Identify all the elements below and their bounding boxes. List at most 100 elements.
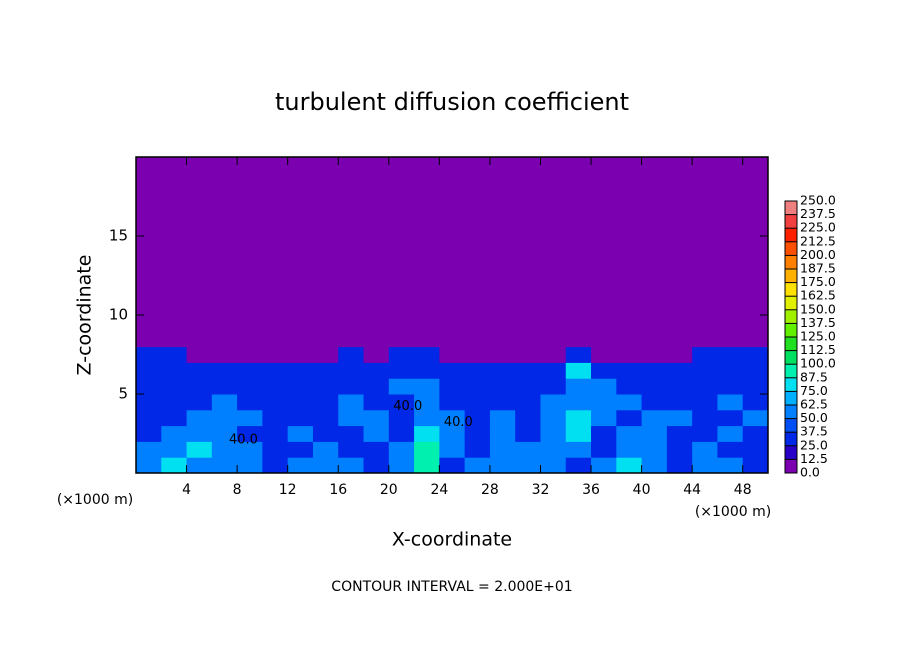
heat-cell: [414, 425, 440, 442]
heat-cell: [388, 157, 415, 316]
heat-cell: [388, 394, 415, 411]
heat-cell: [388, 315, 415, 332]
heat-cell: [287, 346, 314, 363]
heat-cell: [186, 362, 213, 379]
colorbar-label: 212.5: [800, 233, 836, 248]
heat-cell: [616, 394, 643, 411]
heat-cell: [338, 157, 365, 316]
heat-cell: [616, 457, 643, 474]
colorbar-swatch: [785, 309, 797, 324]
heat-cell: [262, 330, 289, 348]
colorbar-label: 250.0: [800, 193, 836, 208]
heat-cell: [287, 425, 314, 442]
heat-cell: [262, 315, 289, 332]
heat-cell: [489, 409, 516, 427]
heat-cell: [287, 315, 314, 332]
heat-cell: [565, 330, 592, 348]
heat-cell: [641, 346, 668, 363]
heat-cell: [742, 425, 769, 442]
heat-cell: [515, 362, 541, 379]
heat-cell: [565, 315, 592, 332]
heat-cell: [540, 378, 567, 395]
y-tick-label: 10: [109, 306, 128, 324]
heat-cell: [262, 394, 289, 411]
x-tick-label: 48: [734, 482, 752, 498]
heat-cell: [591, 330, 617, 348]
heat-cell: [414, 330, 440, 348]
heat-cell: [565, 378, 592, 395]
heat-cell: [616, 362, 643, 379]
heat-cell: [666, 330, 693, 348]
colorbar-label: 75.0: [800, 383, 828, 398]
heat-cell: [692, 409, 718, 427]
heat-cell: [717, 346, 744, 363]
heat-cell: [186, 378, 213, 395]
heat-cell: [211, 425, 238, 442]
colorbar-label: 0.0: [800, 465, 820, 480]
heat-cell: [388, 378, 415, 395]
colorbar-label: 87.5: [800, 369, 828, 384]
heat-cell: [565, 394, 592, 411]
heat-cell: [692, 425, 718, 442]
colorbar-swatch: [785, 255, 797, 269]
heat-cell: [666, 362, 693, 379]
colorbar-label: 100.0: [800, 356, 836, 371]
contour-label: 40.0: [393, 399, 422, 414]
heat-cell: [489, 330, 516, 348]
heat-cell: [692, 362, 718, 379]
heat-cell: [287, 362, 314, 379]
heat-cell: [338, 457, 365, 474]
heat-cell: [186, 457, 213, 474]
heat-cell: [161, 362, 188, 379]
heat-cell: [136, 457, 162, 474]
y-tick-label: 5: [118, 385, 128, 403]
heat-cell: [287, 441, 314, 458]
chart-title: turbulent diffusion coefficient: [275, 88, 629, 116]
heat-cell: [717, 378, 744, 395]
heat-cell: [312, 362, 339, 379]
heat-cell: [312, 315, 339, 332]
x-unit-label: (×1000 m): [57, 492, 133, 508]
heat-cell: [363, 441, 390, 458]
heat-cell: [287, 409, 314, 427]
heat-cell: [312, 330, 339, 348]
colorbar-swatch: [785, 364, 797, 378]
heat-cell: [489, 441, 516, 458]
x-tick-label: 32: [532, 482, 550, 498]
heat-cell: [363, 425, 390, 442]
heat-cell: [464, 378, 491, 395]
heat-cell: [489, 315, 516, 332]
heat-cell: [616, 409, 643, 427]
colorbar-label: 225.0: [800, 220, 836, 235]
heat-cell: [616, 346, 643, 363]
heat-cell: [388, 362, 415, 379]
heat-cell: [717, 157, 744, 316]
heat-cell: [464, 157, 491, 316]
heat-cell: [540, 394, 567, 411]
heat-cell: [515, 441, 541, 458]
heat-cell: [211, 315, 238, 332]
heat-cell: [565, 425, 592, 442]
heat-cell: [287, 457, 314, 474]
heat-cell: [540, 346, 567, 363]
heat-cell: [641, 457, 668, 474]
heat-cell: [591, 394, 617, 411]
heat-cell: [262, 409, 289, 427]
heat-cell: [388, 441, 415, 458]
heat-cell: [312, 346, 339, 363]
heat-cell: [312, 409, 339, 427]
heat-cell: [211, 346, 238, 363]
heat-cell: [211, 409, 238, 427]
heat-cell: [742, 362, 769, 379]
heat-cell: [287, 157, 314, 316]
heat-cell: [186, 315, 213, 332]
heat-cell: [312, 157, 339, 316]
heat-cell: [742, 394, 769, 411]
heat-cell: [338, 315, 365, 332]
heat-cell: [641, 362, 668, 379]
heat-cell: [742, 441, 769, 458]
heat-cell: [515, 409, 541, 427]
x-tick-label: 4: [182, 482, 191, 498]
heat-cell: [489, 362, 516, 379]
heat-cell: [565, 409, 592, 427]
